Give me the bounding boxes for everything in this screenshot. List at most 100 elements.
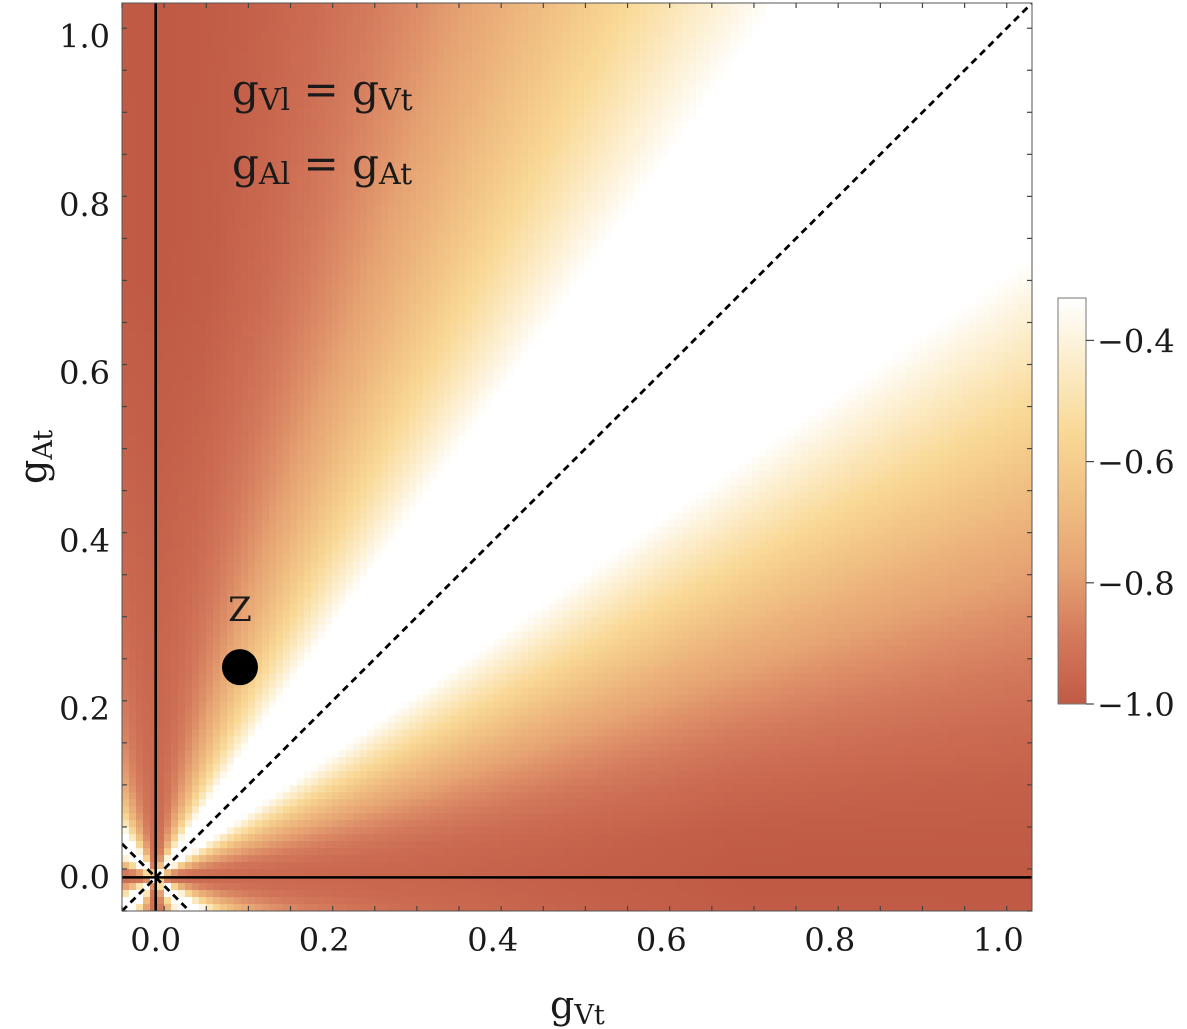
heatmap-cell xyxy=(255,646,263,654)
heatmap-cell xyxy=(325,443,333,451)
heatmap-cell xyxy=(339,764,347,772)
heatmap-cell xyxy=(248,303,256,311)
heatmap-cell xyxy=(381,401,389,409)
heatmap-cell xyxy=(164,646,172,654)
heatmap-cell xyxy=(185,429,193,437)
heatmap-cell xyxy=(346,233,354,241)
heatmap-cell xyxy=(199,52,207,60)
heatmap-cell xyxy=(199,743,207,751)
heatmap-cell xyxy=(269,569,277,577)
heatmap-cell xyxy=(388,282,396,290)
heatmap-cell xyxy=(339,757,347,765)
heatmap-cell xyxy=(171,541,179,549)
heatmap-cell xyxy=(234,750,242,758)
heatmap-cell xyxy=(164,220,172,228)
heatmap-cell xyxy=(332,247,340,255)
heatmap-cell xyxy=(290,687,298,695)
heatmap-cell xyxy=(276,45,284,53)
heatmap-cell xyxy=(129,715,137,723)
heatmap-cell xyxy=(360,841,368,849)
heatmap-cell xyxy=(283,792,291,800)
heatmap-cell xyxy=(381,583,389,591)
heatmap-cell xyxy=(325,457,333,465)
heatmap-cell xyxy=(276,890,284,898)
heatmap-cell xyxy=(206,618,214,626)
heatmap-cell xyxy=(185,108,193,116)
heatmap-cell xyxy=(269,625,277,633)
heatmap-cell xyxy=(192,667,200,675)
heatmap-cell xyxy=(220,422,228,430)
heatmap-cell xyxy=(213,681,221,689)
heatmap-cell xyxy=(346,289,354,297)
heatmap-cell xyxy=(199,667,207,675)
heatmap-cell xyxy=(206,855,214,863)
heatmap-cell xyxy=(213,611,221,619)
heatmap-cell xyxy=(283,492,291,500)
heatmap-cell xyxy=(136,129,144,137)
heatmap-cell xyxy=(388,206,396,214)
heatmap-cell xyxy=(304,869,312,877)
heatmap-cell xyxy=(325,296,333,304)
heatmap-cell xyxy=(213,757,221,765)
heatmap-cell xyxy=(192,492,200,500)
heatmap-cell xyxy=(269,199,277,207)
heatmap-cell xyxy=(374,206,382,214)
heatmap-cell xyxy=(178,10,186,18)
heatmap-cell xyxy=(276,715,284,723)
heatmap-cell xyxy=(255,541,263,549)
heatmap-cell xyxy=(297,3,305,11)
heatmap-cell xyxy=(234,562,242,570)
heatmap-cell xyxy=(248,562,256,570)
heatmap-cell xyxy=(311,681,319,689)
heatmap-cell xyxy=(297,478,305,486)
heatmap-cell xyxy=(325,17,333,25)
heatmap-cell xyxy=(367,883,375,891)
heatmap-cell xyxy=(248,708,256,716)
heatmap-cell xyxy=(346,646,354,654)
heatmap-cell xyxy=(199,687,207,695)
heatmap-cell xyxy=(311,701,319,709)
heatmap-cell xyxy=(136,164,144,172)
heatmap-cell xyxy=(339,834,347,842)
heatmap-cell xyxy=(297,233,305,241)
heatmap-cell xyxy=(297,548,305,556)
heatmap-cell xyxy=(178,771,186,779)
heatmap-cell xyxy=(227,220,235,228)
heatmap-cell xyxy=(381,17,389,25)
heatmap-cell xyxy=(262,646,270,654)
heatmap-cell xyxy=(234,806,242,814)
heatmap-cell xyxy=(346,841,354,849)
heatmap-cell xyxy=(318,394,326,402)
heatmap-cell xyxy=(332,757,340,765)
heatmap-cell xyxy=(269,583,277,591)
heatmap-cell xyxy=(248,289,256,297)
heatmap-cell xyxy=(248,247,256,255)
heatmap-cell xyxy=(325,464,333,472)
heatmap-cell xyxy=(381,296,389,304)
heatmap-cell xyxy=(234,485,242,493)
heatmap-cell xyxy=(311,317,319,325)
heatmap-cell xyxy=(360,806,368,814)
heatmap-cell xyxy=(143,38,151,46)
heatmap-cell xyxy=(164,708,172,716)
heatmap-cell xyxy=(227,275,235,283)
heatmap-cell xyxy=(248,52,256,60)
heatmap-cell xyxy=(220,94,228,102)
heatmap-cell xyxy=(325,31,333,39)
heatmap-cell xyxy=(269,555,277,563)
heatmap-cell xyxy=(346,457,354,465)
heatmap-cell xyxy=(178,261,186,269)
heatmap-cell xyxy=(283,471,291,479)
heatmap-cell xyxy=(367,422,375,430)
heatmap-cell xyxy=(234,478,242,486)
heatmap-cell xyxy=(213,555,221,563)
heatmap-cell xyxy=(178,534,186,542)
heatmap-cell xyxy=(255,869,263,877)
heatmap-cell xyxy=(213,834,221,842)
heatmap-cell xyxy=(353,310,361,318)
heatmap-cell xyxy=(157,583,165,591)
heatmap-cell xyxy=(248,10,256,18)
heatmap-cell xyxy=(143,855,151,863)
heatmap-cell xyxy=(318,604,326,612)
heatmap-cell xyxy=(220,904,228,912)
